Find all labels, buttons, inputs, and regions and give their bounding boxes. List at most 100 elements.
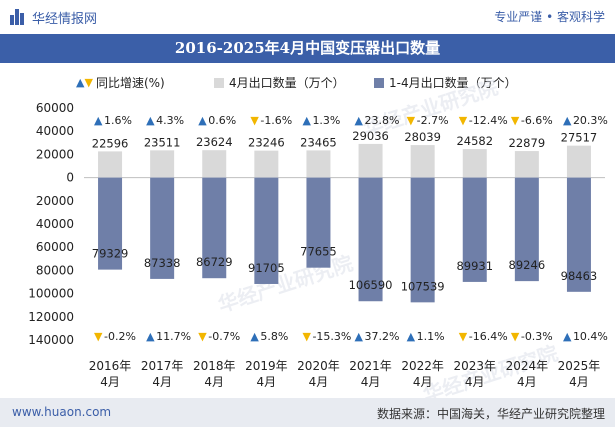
- x-tick-label-year: 2016年: [89, 359, 132, 373]
- x-tick-label-year: 2017年: [141, 359, 184, 373]
- legend-cumulative-swatch: [374, 77, 384, 88]
- up-triangle-icon: ▲: [407, 330, 416, 343]
- bar-april: [306, 150, 331, 178]
- x-tick-label-month: 4月: [465, 375, 485, 389]
- legend-growth-label: 同比增速(%): [95, 76, 165, 90]
- up-triangle-icon: ▲: [563, 330, 572, 343]
- bar-april: [254, 150, 279, 178]
- footer-source: 数据来源：中国海关，华经产业研究院整理: [376, 407, 605, 421]
- up-triangle-icon: ▲: [146, 330, 155, 343]
- tagline: 专业严谨 • 客观科学: [494, 10, 605, 24]
- down-triangle-icon: ▼: [84, 76, 93, 89]
- bar-cumulative: [410, 177, 435, 303]
- x-tick-label-month: 4月: [257, 375, 277, 389]
- down-triangle-icon: ▼: [511, 330, 520, 343]
- up-triangle-icon: ▲: [302, 114, 311, 127]
- data-label-cumulative: 89246: [509, 258, 546, 272]
- chart-area: 60000 40000 20000 0 20000 40000 60000 80000 1000…: [28, 101, 608, 389]
- down-triangle-icon: ▼: [302, 330, 311, 343]
- data-label-april: 23624: [196, 135, 233, 149]
- data-label-cumulative: 77655: [300, 245, 337, 259]
- x-tick-label-month: 4月: [100, 375, 120, 389]
- bar-cumulative: [514, 177, 539, 282]
- site-name: 华经情报网: [32, 12, 98, 27]
- y-tick-label: 140000: [28, 333, 74, 347]
- up-triangle-icon: ▲: [198, 114, 207, 127]
- bar-april: [462, 149, 487, 178]
- growth-label-april: -12.4%: [469, 114, 508, 127]
- growth-label-april: 20.3%: [573, 114, 608, 127]
- bar-cumulative: [566, 177, 591, 292]
- down-triangle-icon: ▼: [198, 330, 207, 343]
- growth-label-april: 1.6%: [104, 114, 132, 127]
- x-tick-label-year: 2025年: [558, 359, 601, 373]
- y-tick-label: 60000: [36, 240, 74, 254]
- up-triangle-icon: ▲: [94, 114, 103, 127]
- up-triangle-icon: ▲: [250, 330, 259, 343]
- data-label-april: 23246: [248, 136, 285, 150]
- growth-label-cumulative: 5.8%: [260, 330, 288, 343]
- data-label-april: 22596: [92, 136, 129, 150]
- up-triangle-icon: ▲: [355, 330, 364, 343]
- y-tick-label: 40000: [36, 217, 74, 231]
- growth-label-cumulative: 1.1%: [417, 330, 445, 343]
- data-label-cumulative: 91705: [248, 261, 285, 275]
- x-tick-label-month: 4月: [204, 375, 224, 389]
- growth-label-april: 4.3%: [156, 114, 184, 127]
- growth-label-cumulative: -0.3%: [521, 330, 553, 343]
- data-label-cumulative: 87338: [144, 256, 181, 270]
- bar-cumulative: [306, 177, 331, 268]
- growth-label-april: 1.3%: [312, 114, 340, 127]
- down-triangle-icon: ▼: [459, 330, 468, 343]
- bar-april: [566, 145, 591, 178]
- data-label-cumulative: 86729: [196, 255, 233, 269]
- legend-cumulative: 1-4月出口数量（万个）: [374, 74, 517, 91]
- y-tick-label: 20000: [36, 147, 74, 161]
- up-triangle-icon: ▲: [355, 114, 364, 127]
- up-triangle-icon: ▲: [563, 114, 572, 127]
- growth-label-cumulative: -15.3%: [312, 330, 351, 343]
- x-tick-label-month: 4月: [152, 375, 172, 389]
- bar-cumulative: [358, 177, 383, 302]
- legend-april: 4月出口数量（万个）: [214, 74, 345, 91]
- bar-april: [98, 151, 123, 178]
- bar-cumulative: [150, 177, 175, 279]
- x-tick-label-month: 4月: [517, 375, 537, 389]
- data-label-april: 22879: [509, 136, 546, 150]
- legend-april-swatch: [214, 77, 224, 88]
- growth-label-cumulative: 37.2%: [365, 330, 400, 343]
- data-label-cumulative: 79329: [92, 247, 129, 261]
- legend-growth: ▲ ▼ 同比增速(%): [76, 74, 165, 91]
- up-triangle-icon: ▲: [146, 114, 155, 127]
- growth-label-april: -6.6%: [521, 114, 553, 127]
- x-tick-label-year: 2018年: [193, 359, 236, 373]
- data-label-april: 23465: [300, 135, 337, 149]
- bar-cumulative: [462, 177, 487, 282]
- data-label-cumulative: 89931: [456, 259, 493, 273]
- x-tick-label-month: 4月: [413, 375, 433, 389]
- growth-label-cumulative: -16.4%: [469, 330, 508, 343]
- bar-april: [514, 151, 539, 178]
- y-tick-label: 60000: [36, 101, 74, 115]
- y-tick-label: 100000: [28, 287, 74, 301]
- x-tick-label-month: 4月: [569, 375, 589, 389]
- legend-cumulative-label: 1-4月出口数量（万个）: [389, 76, 517, 90]
- data-label-cumulative: 106590: [349, 278, 393, 292]
- x-tick-label-month: 4月: [309, 375, 329, 389]
- bar-april: [358, 143, 383, 178]
- growth-label-cumulative: -0.7%: [208, 330, 240, 343]
- up-triangle-icon: ▲: [76, 76, 85, 89]
- x-tick-label-year: 2019年: [245, 359, 288, 373]
- x-tick-label-month: 4月: [361, 375, 381, 389]
- x-tick-label-year: 2023年: [453, 359, 496, 373]
- footer-url: www.huaon.com: [12, 405, 112, 419]
- x-tick-label-year: 2024年: [506, 359, 549, 373]
- y-tick-label: 0: [66, 171, 74, 185]
- growth-label-april: 0.6%: [208, 114, 236, 127]
- bar-cumulative: [254, 177, 279, 284]
- growth-label-cumulative: 10.4%: [573, 330, 608, 343]
- growth-label-april: -2.7%: [417, 114, 449, 127]
- x-tick-label-year: 2022年: [401, 359, 444, 373]
- y-tick-label: 20000: [36, 194, 74, 208]
- down-triangle-icon: ▼: [511, 114, 520, 127]
